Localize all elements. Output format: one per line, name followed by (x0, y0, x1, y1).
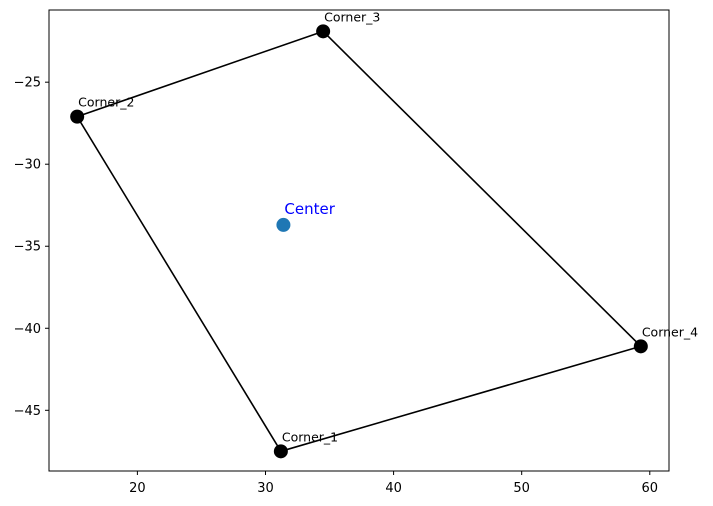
plot-area (49, 10, 669, 471)
polygon-edge (280, 345, 642, 453)
corner-point-label: Corner_3 (324, 9, 380, 24)
corner-point-label: Corner_4 (642, 324, 698, 339)
corner-point-marker (273, 444, 288, 459)
polygon-edge (76, 30, 324, 118)
y-tick-label: −35 (14, 240, 41, 255)
x-tick-label: 60 (642, 481, 659, 496)
center-point-label: Center (284, 200, 335, 218)
y-axis-ticks: −45 −40 −35 −30 −25 (14, 76, 49, 419)
corner-point-label: Corner_1 (282, 429, 338, 444)
x-tick-label: 30 (257, 481, 274, 496)
y-tick-label: −40 (14, 322, 41, 337)
x-axis-ticks: 20 30 40 50 60 (129, 471, 658, 496)
x-tick-label: 50 (513, 481, 530, 496)
y-tick-label: −25 (14, 76, 41, 91)
center-point-layer: Center (276, 200, 336, 232)
corner-point-marker (633, 339, 648, 354)
x-tick-label: 20 (129, 481, 146, 496)
y-tick-label: −30 (14, 158, 41, 173)
corner-point-marker (316, 24, 331, 39)
x-tick-label: 40 (385, 481, 402, 496)
polygon-layer (76, 30, 642, 453)
corner-point-label: Corner_2 (78, 95, 134, 110)
center-point-marker (276, 217, 291, 232)
y-tick-label: −45 (14, 404, 41, 419)
polygon-edge (322, 30, 642, 347)
axes-frame (48, 9, 670, 472)
corner-point-marker (70, 109, 85, 124)
corner-points-layer: Corner_1 Corner_2 Corner_3 Corner_4 (70, 9, 698, 459)
polygon-edge (76, 116, 282, 452)
